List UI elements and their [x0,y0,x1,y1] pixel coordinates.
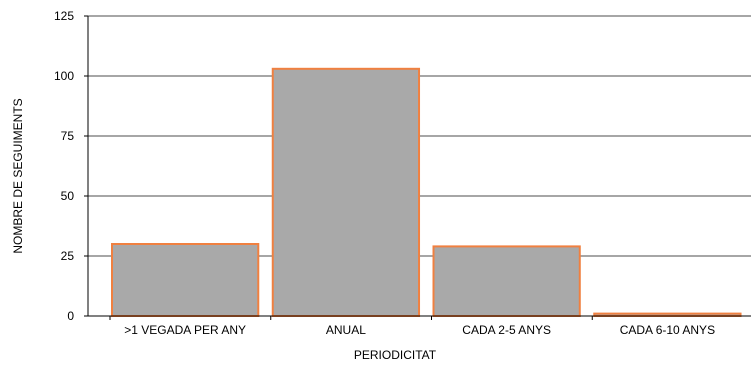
y-tick-label: 0 [67,309,74,323]
x-axis-title: PERIODICITAT [354,348,437,362]
y-tick-label: 50 [61,189,75,203]
bar [271,67,421,317]
y-axis-title: NOMBRE DE SEGUIMENTS [11,98,25,253]
x-tick-label: CADA 2-5 ANYS [462,323,551,337]
bar [111,243,260,317]
x-tick-label: ANUAL [326,323,366,337]
y-tick-label: 125 [54,9,74,23]
y-tick-labels: 0 25 50 75 100 125 [54,9,88,323]
y-tick-label: 25 [61,249,75,263]
axes [87,16,751,317]
x-tick-labels: >1 VEGADA PER ANY ANUAL CADA 2-5 ANYS CADA … [109,316,715,337]
bar [432,245,581,317]
x-tick-label: CADA 6-10 ANYS [620,323,715,337]
bars [111,67,742,318]
y-tick-label: 75 [61,129,75,143]
x-tick-label: >1 VEGADA PER ANY [124,323,246,337]
y-tick-label: 100 [54,69,74,83]
